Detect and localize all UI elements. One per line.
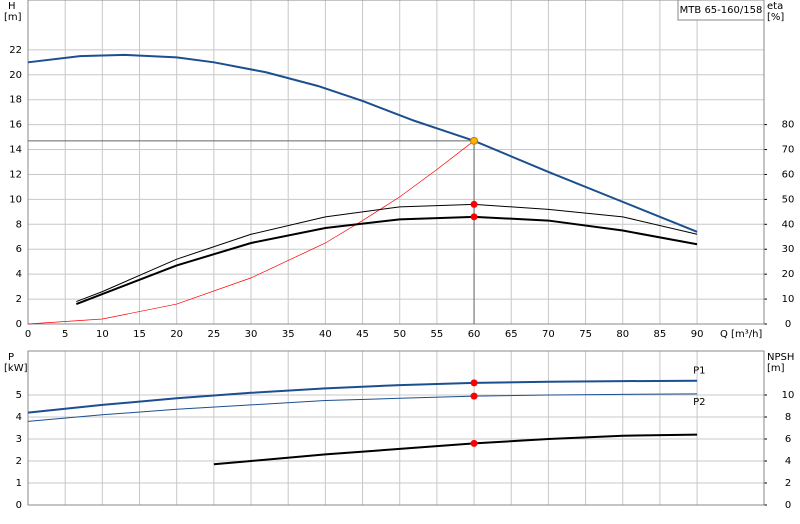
- y-tick-label: 3: [16, 434, 22, 445]
- y2-tick-label: 8: [785, 412, 791, 423]
- x-tick-label: 25: [207, 329, 220, 340]
- x-tick-label: 0: [25, 329, 31, 340]
- y-tick-label: 12: [9, 169, 22, 180]
- y-tick-label: 16: [9, 120, 22, 131]
- y-tick-label: 22: [9, 45, 22, 56]
- x-tick-label: 75: [579, 329, 592, 340]
- y-tick-label: 20: [9, 70, 22, 81]
- plot-frame: [27, 0, 765, 325]
- x-tick-label: 50: [393, 329, 406, 340]
- x-tick-label: 60: [468, 329, 481, 340]
- y-tick-label: 0: [16, 319, 22, 330]
- x-tick-label: 20: [170, 329, 183, 340]
- x-tick-label: 80: [616, 329, 629, 340]
- y2-tick-label: 50: [782, 194, 795, 205]
- y-tick-label: 8: [16, 219, 22, 230]
- y2-tick-label: 10: [782, 390, 795, 401]
- x-axis-label: Q [m³/h]: [720, 329, 762, 340]
- y2-axis-unit: [%]: [767, 12, 784, 23]
- curve: [213, 433, 698, 466]
- curve: [75, 215, 698, 305]
- title-box: [677, 0, 765, 21]
- x-tick-label: 70: [542, 329, 555, 340]
- series-label: P2: [693, 397, 705, 408]
- y2-axis-label: NPSH: [767, 352, 794, 363]
- y2-tick-label: 10: [782, 294, 795, 305]
- y2-axis-label: eta: [767, 1, 783, 12]
- x-tick-label: 40: [319, 329, 332, 340]
- curve: [27, 53, 698, 233]
- curve: [76, 203, 698, 303]
- marker: [470, 379, 478, 387]
- x-tick-label: 5: [62, 329, 68, 340]
- y2-tick-label: 30: [782, 244, 795, 255]
- y-tick-label: 10: [9, 194, 22, 205]
- y-tick-label: 4: [16, 269, 22, 280]
- y2-tick-label: 6: [785, 434, 791, 445]
- y2-tick-label: 60: [782, 169, 795, 180]
- y2-tick-label: 4: [785, 456, 791, 467]
- x-tick-label: 35: [282, 329, 295, 340]
- y2-axis-unit: [m]: [767, 363, 785, 374]
- marker: [470, 392, 478, 400]
- y-tick-label: 5: [16, 390, 22, 401]
- x-tick-label: 55: [431, 329, 444, 340]
- y-tick-label: 18: [9, 95, 22, 106]
- x-tick-label: 15: [133, 329, 146, 340]
- x-tick-label: 90: [691, 329, 704, 340]
- y-axis-unit: [kW]: [4, 363, 28, 374]
- x-tick-label: 85: [654, 329, 667, 340]
- y-axis-unit: [m]: [4, 12, 22, 23]
- y2-tick-label: 0: [785, 319, 791, 330]
- marker: [470, 213, 478, 221]
- plot-frame: [27, 350, 765, 506]
- y-tick-label: 14: [9, 145, 22, 156]
- y-tick-label: 6: [16, 244, 22, 255]
- chart-title: MTB 65-160/158: [680, 5, 763, 16]
- y-axis-label: P: [8, 352, 14, 363]
- y2-tick-label: 70: [782, 145, 795, 156]
- y-tick-label: 2: [16, 456, 22, 467]
- marker: [470, 200, 478, 208]
- y2-tick-label: 40: [782, 219, 795, 230]
- y-tick-label: 1: [16, 478, 22, 489]
- y-axis-label: H: [8, 1, 16, 12]
- y2-tick-label: 2: [785, 478, 791, 489]
- y-tick-label: 4: [16, 412, 22, 423]
- x-tick-label: 65: [505, 329, 518, 340]
- y2-tick-label: 0: [785, 500, 791, 511]
- curve: [27, 393, 698, 422]
- y2-tick-label: 80: [782, 120, 795, 131]
- series-label: P1: [693, 366, 705, 377]
- x-tick-label: 10: [96, 329, 109, 340]
- y-tick-label: 0: [16, 500, 22, 511]
- x-tick-label: 30: [245, 329, 258, 340]
- curve: [27, 140, 475, 325]
- y2-tick-label: 20: [782, 269, 795, 280]
- y-tick-label: 2: [16, 294, 22, 305]
- x-tick-label: 45: [356, 329, 369, 340]
- marker: [470, 136, 479, 145]
- marker: [470, 439, 478, 447]
- curve: [27, 379, 698, 414]
